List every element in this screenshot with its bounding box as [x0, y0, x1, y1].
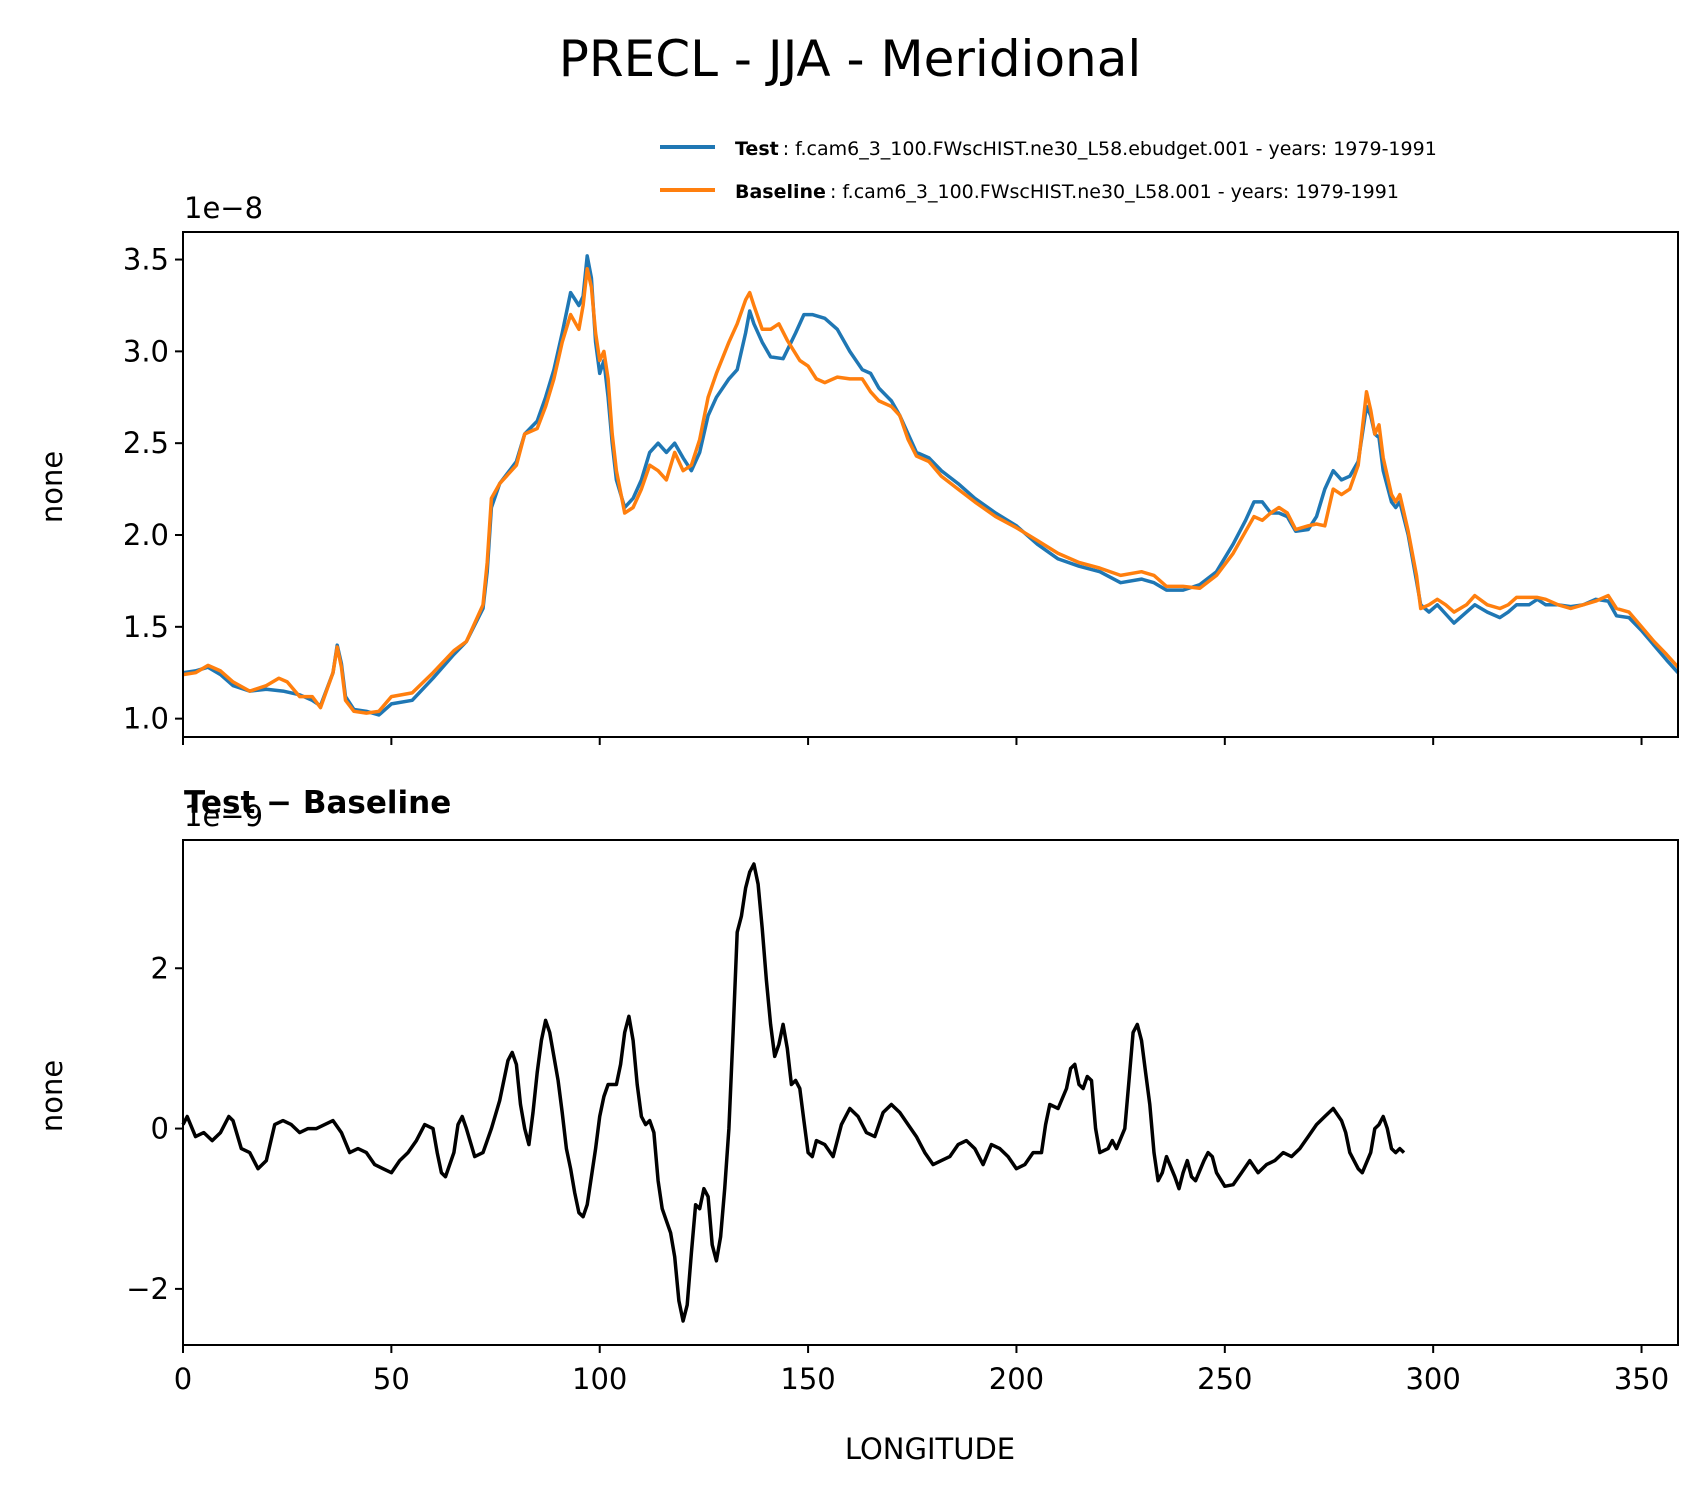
bottom-series-lines [181, 862, 1406, 1323]
bottom-ylabel: none [35, 1060, 69, 1132]
legend-test-desc: : f.cam6_3_100.FWscHIST.ne30_L58.ebudget… [783, 138, 1437, 160]
top-ytick-label: 3.0 [123, 334, 169, 368]
bottom-offset-label: 1e−9 [184, 799, 263, 833]
legend: Test: f.cam6_3_100.FWscHIST.ne30_L58.ebu… [660, 138, 1437, 203]
bottom-xtick-label: 200 [989, 1362, 1044, 1396]
bottom-xtick-label: 0 [174, 1362, 192, 1396]
bottom-xticks: 0 50 100 150 200 250 300 350 [174, 1345, 1669, 1396]
top-yticks: 1.0 1.5 2.0 2.5 3.0 3.5 [123, 243, 183, 736]
top-ytick-label: 2.0 [123, 518, 169, 552]
bottom-xtick-label: 150 [780, 1362, 835, 1396]
legend-baseline-entry: Baseline: f.cam6_3_100.FWscHIST.ne30_L58… [735, 181, 1399, 203]
bottom-panel-title: Test − Baseline [184, 785, 451, 821]
top-ytick-label: 2.5 [123, 426, 169, 460]
top-ytick-label: 1.5 [123, 610, 169, 644]
top-panel: 1e−8 none 1.0 1.5 2.0 2.5 3.0 3.5 [35, 191, 1680, 745]
top-series-baselineline [182, 266, 1680, 715]
bottom-xtick-label: 300 [1405, 1362, 1460, 1396]
figure-title: PRECL - JJA - Meridional [559, 30, 1142, 88]
top-series-testline [182, 254, 1680, 717]
bottom-series-test-baselineline [181, 862, 1406, 1323]
top-offset-label: 1e−8 [184, 191, 263, 225]
top-ytick-label: 1.0 [123, 702, 169, 736]
legend-baseline-desc: : f.cam6_3_100.FWscHIST.ne30_L58.001 - y… [830, 181, 1399, 203]
bottom-xlabel: LONGITUDE [845, 1432, 1015, 1466]
bottom-ytick-label: 2 [151, 951, 169, 985]
bottom-yticks: −2 0 2 [126, 951, 183, 1306]
top-xticks [182, 737, 1643, 745]
legend-test-entry: Test: f.cam6_3_100.FWscHIST.ne30_L58.ebu… [735, 138, 1437, 160]
top-ylabel: none [35, 451, 69, 523]
bottom-axes-frame [182, 839, 1679, 1346]
bottom-xtick-label: 100 [572, 1362, 627, 1396]
bottom-xtick-label: 350 [1614, 1362, 1669, 1396]
top-axes-frame [182, 231, 1679, 738]
legend-baseline-label: Baseline [735, 181, 826, 203]
bottom-panel: 1e−9 Test − Baseline none −2 0 2 0 50 100 150… [35, 785, 1679, 1466]
top-series-lines [182, 254, 1680, 717]
bottom-xtick-label: 250 [1197, 1362, 1252, 1396]
legend-test-label: Test [735, 138, 779, 160]
top-ytick-label: 3.5 [123, 243, 169, 277]
bottom-ytick-label: 0 [151, 1112, 169, 1146]
bottom-xtick-label: 50 [373, 1362, 410, 1396]
bottom-ytick-label: −2 [126, 1272, 169, 1306]
